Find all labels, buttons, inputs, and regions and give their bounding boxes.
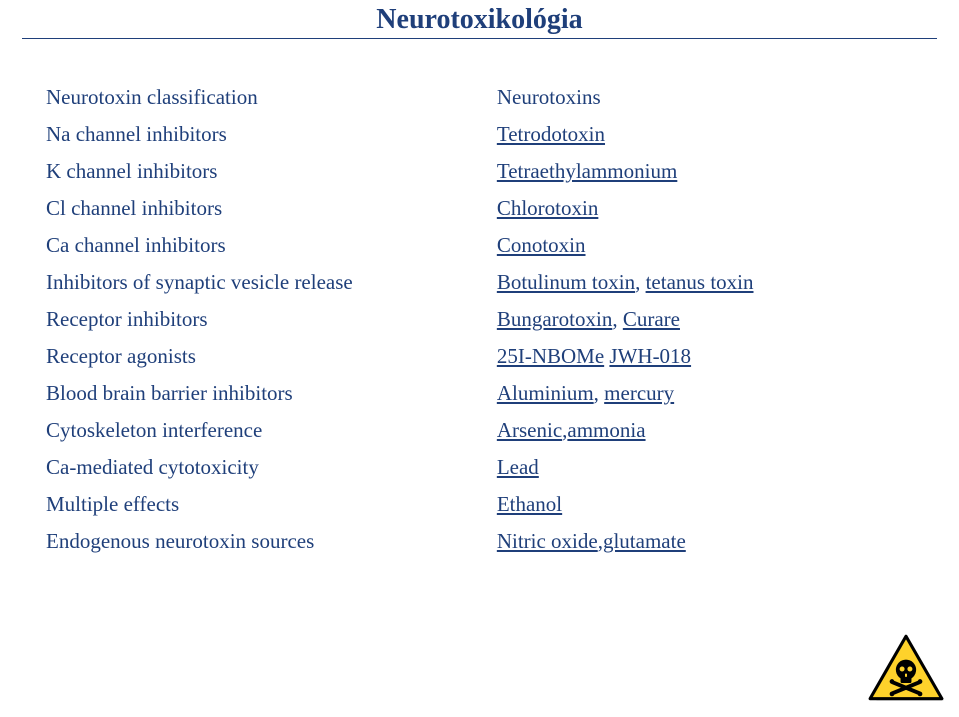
classification-cell: Ca channel inhibitors: [46, 227, 497, 264]
table-header-right: Neurotoxins: [497, 79, 913, 116]
table-row: Receptor agonists25I-NBOMe JWH-018: [46, 338, 913, 375]
neurotoxin-cell: Nitric oxide,glutamate: [497, 523, 913, 560]
neurotoxin-cell: Aluminium, mercury: [497, 375, 913, 412]
neurotoxin-link[interactable]: Curare: [623, 307, 680, 331]
classification-cell: K channel inhibitors: [46, 153, 497, 190]
neurotoxin-link[interactable]: JWH-018: [609, 344, 691, 368]
table-row: Blood brain barrier inhibitorsAluminium,…: [46, 375, 913, 412]
classification-cell: Na channel inhibitors: [46, 116, 497, 153]
neurotoxin-link[interactable]: Lead: [497, 455, 539, 479]
neurotoxin-link[interactable]: 25I-NBOMe: [497, 344, 604, 368]
table-row: Cytoskeleton interferenceArsenic,ammonia: [46, 412, 913, 449]
content-area: Neurotoxin classification Neurotoxins Na…: [0, 39, 959, 560]
page-title: Neurotoxikológia: [376, 4, 582, 38]
neurotoxin-link[interactable]: glutamate: [603, 529, 686, 553]
neurotoxin-link[interactable]: Botulinum toxin: [497, 270, 635, 294]
classification-cell: Blood brain barrier inhibitors: [46, 375, 497, 412]
table-row: Endogenous neurotoxin sourcesNitric oxid…: [46, 523, 913, 560]
neurotoxin-cell: Ethanol: [497, 486, 913, 523]
toxic-hazard-icon: [867, 633, 945, 705]
neurotoxin-cell: Arsenic,ammonia: [497, 412, 913, 449]
neurotoxin-link[interactable]: Ethanol: [497, 492, 562, 516]
classification-cell: Multiple effects: [46, 486, 497, 523]
classification-cell: Cl channel inhibitors: [46, 190, 497, 227]
classification-cell: Receptor inhibitors: [46, 301, 497, 338]
neurotoxin-cell: Tetraethylammonium: [497, 153, 913, 190]
neurotoxin-link[interactable]: tetanus toxin: [646, 270, 754, 294]
neurotoxin-link[interactable]: Nitric oxide: [497, 529, 598, 553]
neurotoxin-link[interactable]: Conotoxin: [497, 233, 586, 257]
classification-cell: Inhibitors of synaptic vesicle release: [46, 264, 497, 301]
neurotoxin-cell: Botulinum toxin, tetanus toxin: [497, 264, 913, 301]
table-row: Ca channel inhibitorsConotoxin: [46, 227, 913, 264]
table-row: Ca-mediated cytotoxicityLead: [46, 449, 913, 486]
classification-cell: Endogenous neurotoxin sources: [46, 523, 497, 560]
table-row: Cl channel inhibitorsChlorotoxin: [46, 190, 913, 227]
neurotoxin-link[interactable]: Chlorotoxin: [497, 196, 599, 220]
neurotoxin-link[interactable]: mercury: [604, 381, 674, 405]
neurotoxin-link[interactable]: Tetraethylammonium: [497, 159, 677, 183]
neurotoxin-cell: Chlorotoxin: [497, 190, 913, 227]
table-row: Inhibitors of synaptic vesicle releaseBo…: [46, 264, 913, 301]
table-row: Receptor inhibitorsBungarotoxin, Curare: [46, 301, 913, 338]
neurotoxin-cell: Lead: [497, 449, 913, 486]
neurotoxin-link[interactable]: Aluminium: [497, 381, 594, 405]
table-row: Na channel inhibitorsTetrodotoxin: [46, 116, 913, 153]
neurotoxin-link[interactable]: ammonia: [567, 418, 645, 442]
classification-cell: Receptor agonists: [46, 338, 497, 375]
classification-cell: Cytoskeleton interference: [46, 412, 497, 449]
neurotoxin-link[interactable]: Tetrodotoxin: [497, 122, 605, 146]
neurotoxin-link[interactable]: Arsenic: [497, 418, 562, 442]
classification-cell: Ca-mediated cytotoxicity: [46, 449, 497, 486]
table-header-left: Neurotoxin classification: [46, 79, 497, 116]
table-row: K channel inhibitorsTetraethylammonium: [46, 153, 913, 190]
neurotoxin-cell: Conotoxin: [497, 227, 913, 264]
neurotoxin-cell: 25I-NBOMe JWH-018: [497, 338, 913, 375]
neurotoxin-cell: Tetrodotoxin: [497, 116, 913, 153]
table-row: Multiple effectsEthanol: [46, 486, 913, 523]
classification-table: Neurotoxin classification Neurotoxins Na…: [46, 79, 913, 560]
neurotoxin-cell: Bungarotoxin, Curare: [497, 301, 913, 338]
neurotoxin-link[interactable]: Bungarotoxin: [497, 307, 613, 331]
